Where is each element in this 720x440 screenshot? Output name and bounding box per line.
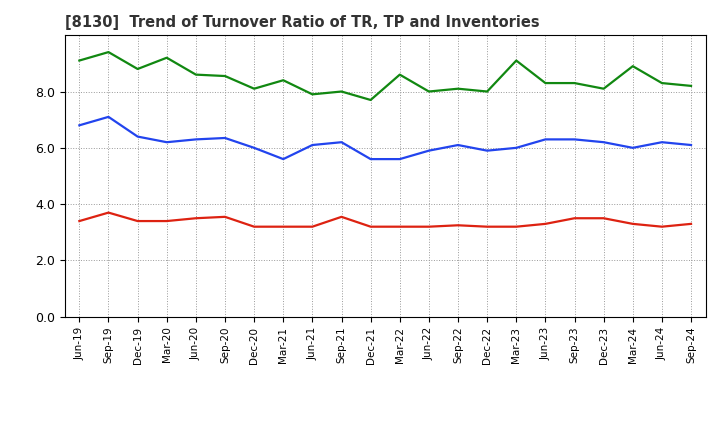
Trade Receivables (104, 210, 113, 215)
Trade Payables (133, 134, 142, 139)
Inventories (483, 89, 492, 94)
Inventories (425, 89, 433, 94)
Inventories (104, 49, 113, 55)
Trade Receivables (75, 218, 84, 224)
Trade Receivables (220, 214, 229, 220)
Trade Payables (483, 148, 492, 153)
Trade Payables (337, 139, 346, 145)
Inventories (75, 58, 84, 63)
Inventories (250, 86, 258, 92)
Trade Receivables (483, 224, 492, 229)
Trade Payables (163, 139, 171, 145)
Inventories (366, 97, 375, 103)
Trade Receivables (454, 223, 462, 228)
Inventories (308, 92, 317, 97)
Inventories (454, 86, 462, 92)
Trade Receivables (308, 224, 317, 229)
Trade Payables (687, 143, 696, 148)
Line: Inventories: Inventories (79, 52, 691, 100)
Trade Payables (541, 137, 550, 142)
Trade Receivables (192, 216, 200, 221)
Trade Receivables (337, 214, 346, 220)
Trade Receivables (279, 224, 287, 229)
Inventories (512, 58, 521, 63)
Trade Receivables (629, 221, 637, 227)
Trade Payables (512, 145, 521, 150)
Line: Trade Payables: Trade Payables (79, 117, 691, 159)
Trade Payables (250, 145, 258, 150)
Inventories (337, 89, 346, 94)
Inventories (541, 81, 550, 86)
Trade Payables (279, 157, 287, 162)
Inventories (220, 73, 229, 79)
Trade Receivables (425, 224, 433, 229)
Inventories (133, 66, 142, 72)
Trade Payables (308, 143, 317, 148)
Trade Payables (454, 143, 462, 148)
Inventories (395, 72, 404, 77)
Trade Receivables (395, 224, 404, 229)
Trade Payables (629, 145, 637, 150)
Trade Receivables (133, 218, 142, 224)
Trade Receivables (687, 221, 696, 227)
Inventories (163, 55, 171, 60)
Trade Receivables (599, 216, 608, 221)
Inventories (657, 81, 666, 86)
Trade Receivables (570, 216, 579, 221)
Inventories (629, 63, 637, 69)
Trade Payables (192, 137, 200, 142)
Text: [8130]  Trend of Turnover Ratio of TR, TP and Inventories: [8130] Trend of Turnover Ratio of TR, TP… (65, 15, 539, 30)
Line: Trade Receivables: Trade Receivables (79, 213, 691, 227)
Trade Receivables (366, 224, 375, 229)
Trade Payables (104, 114, 113, 120)
Trade Payables (75, 123, 84, 128)
Inventories (279, 77, 287, 83)
Trade Receivables (512, 224, 521, 229)
Trade Receivables (163, 218, 171, 224)
Trade Payables (395, 157, 404, 162)
Trade Receivables (541, 221, 550, 227)
Trade Payables (657, 139, 666, 145)
Trade Payables (599, 139, 608, 145)
Trade Payables (366, 157, 375, 162)
Trade Payables (220, 136, 229, 141)
Inventories (599, 86, 608, 92)
Trade Receivables (250, 224, 258, 229)
Trade Receivables (657, 224, 666, 229)
Inventories (687, 83, 696, 88)
Trade Payables (570, 137, 579, 142)
Inventories (192, 72, 200, 77)
Trade Payables (425, 148, 433, 153)
Inventories (570, 81, 579, 86)
